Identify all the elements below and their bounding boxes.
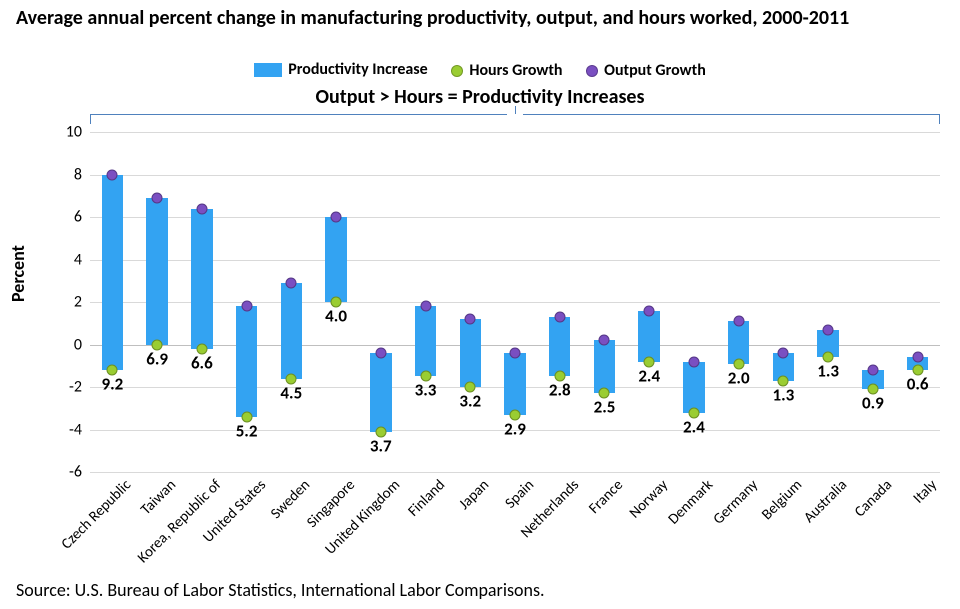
y-tick-label: 0 bbox=[42, 335, 82, 354]
productivity-value-label: 3.3 bbox=[415, 380, 437, 401]
brace-tick bbox=[515, 106, 516, 114]
output-marker bbox=[331, 212, 342, 223]
brace-segment bbox=[90, 114, 507, 115]
output-marker bbox=[688, 356, 699, 367]
productivity-bar bbox=[191, 209, 212, 349]
plot-area: -6-4-202468109.2Czech Republic6.9Taiwan6… bbox=[90, 132, 940, 472]
productivity-value-label: 3.2 bbox=[459, 391, 481, 412]
output-marker bbox=[465, 314, 476, 325]
x-tick-label: Belgium bbox=[754, 472, 806, 524]
x-tick-label: Canada bbox=[847, 472, 896, 521]
productivity-value-label: 6.6 bbox=[191, 352, 213, 373]
source-note: Source: U.S. Bureau of Labor Statistics,… bbox=[16, 579, 545, 601]
legend-label-output: Output Growth bbox=[604, 61, 706, 80]
productivity-bar bbox=[638, 311, 659, 362]
productivity-bar bbox=[102, 175, 123, 371]
productivity-value-label: 2.9 bbox=[504, 418, 526, 439]
legend-label-productivity: Productivity Increase bbox=[288, 60, 428, 79]
output-marker bbox=[286, 277, 297, 288]
x-tick-label: Finland bbox=[400, 472, 449, 521]
productivity-bar bbox=[146, 198, 167, 345]
y-tick-label: -6 bbox=[42, 463, 82, 482]
chart-title: Average annual percent change in manufac… bbox=[16, 6, 916, 31]
y-axis-title: Percent bbox=[7, 245, 29, 302]
output-marker bbox=[241, 301, 252, 312]
productivity-value-label: 0.6 bbox=[907, 374, 929, 395]
x-tick-label: Australia bbox=[796, 472, 851, 527]
brace-tick bbox=[90, 114, 91, 124]
grid-line bbox=[90, 217, 940, 218]
legend: Productivity Increase Hours Growth Outpu… bbox=[0, 60, 960, 82]
grid-line bbox=[90, 302, 940, 303]
output-marker bbox=[375, 348, 386, 359]
output-marker bbox=[196, 203, 207, 214]
output-marker bbox=[554, 311, 565, 322]
productivity-value-label: 1.3 bbox=[817, 361, 839, 382]
productivity-value-label: 2.0 bbox=[728, 367, 750, 388]
legend-swatch-hours bbox=[451, 65, 463, 77]
legend-swatch-bar bbox=[254, 63, 282, 77]
output-marker bbox=[867, 365, 878, 376]
y-tick-label: 4 bbox=[42, 250, 82, 269]
output-marker bbox=[107, 169, 118, 180]
output-marker bbox=[510, 348, 521, 359]
productivity-value-label: 6.9 bbox=[146, 348, 168, 369]
y-tick-label: 6 bbox=[42, 208, 82, 227]
grid-line bbox=[90, 345, 940, 346]
productivity-bar bbox=[370, 353, 391, 432]
legend-item-hours: Hours Growth bbox=[451, 61, 562, 80]
x-tick-label: Germany bbox=[705, 472, 761, 528]
y-tick-label: 10 bbox=[42, 123, 82, 142]
grid-line bbox=[90, 472, 940, 473]
brace-segment bbox=[523, 114, 940, 115]
output-marker bbox=[733, 316, 744, 327]
productivity-bar bbox=[415, 306, 436, 376]
productivity-bar bbox=[460, 319, 481, 387]
productivity-value-label: 2.4 bbox=[683, 416, 705, 437]
productivity-value-label: 4.5 bbox=[280, 382, 302, 403]
productivity-value-label: 1.3 bbox=[773, 384, 795, 405]
y-tick-label: -2 bbox=[42, 378, 82, 397]
y-tick-label: 2 bbox=[42, 293, 82, 312]
output-marker bbox=[912, 352, 923, 363]
productivity-value-label: 3.7 bbox=[370, 435, 392, 456]
y-tick-label: 8 bbox=[42, 165, 82, 184]
grid-line bbox=[90, 132, 940, 133]
x-tick-label: Denmark bbox=[660, 472, 716, 528]
productivity-value-label: 2.8 bbox=[549, 380, 571, 401]
productivity-bar bbox=[236, 306, 257, 417]
output-marker bbox=[599, 335, 610, 346]
legend-swatch-output bbox=[586, 65, 598, 77]
x-tick-label: Japan bbox=[452, 472, 494, 514]
x-tick-label: France bbox=[582, 472, 628, 518]
brace-tick bbox=[939, 114, 940, 124]
output-marker bbox=[420, 301, 431, 312]
productivity-bar bbox=[683, 362, 704, 413]
productivity-value-label: 9.2 bbox=[101, 374, 123, 395]
chart-subtitle: Output > Hours = Productivity Increases bbox=[0, 85, 960, 109]
legend-label-hours: Hours Growth bbox=[469, 61, 562, 80]
productivity-bar bbox=[281, 283, 302, 379]
output-marker bbox=[823, 324, 834, 335]
productivity-bar bbox=[504, 353, 525, 415]
grid-line bbox=[90, 260, 940, 261]
legend-item-output: Output Growth bbox=[586, 61, 706, 80]
output-marker bbox=[152, 192, 163, 203]
x-tick-label: Czech Republic bbox=[54, 472, 135, 553]
x-tick-label: Italy bbox=[905, 472, 940, 507]
productivity-bar bbox=[325, 217, 346, 302]
grid-line bbox=[90, 175, 940, 176]
productivity-value-label: 5.2 bbox=[236, 420, 258, 441]
legend-item-productivity: Productivity Increase bbox=[254, 60, 428, 79]
productivity-value-label: 2.5 bbox=[594, 397, 616, 418]
productivity-bar bbox=[594, 340, 615, 393]
output-marker bbox=[778, 348, 789, 359]
productivity-bar bbox=[549, 317, 570, 377]
productivity-value-label: 0.9 bbox=[862, 393, 884, 414]
output-marker bbox=[644, 305, 655, 316]
y-tick-label: -4 bbox=[42, 420, 82, 439]
productivity-value-label: 2.4 bbox=[638, 365, 660, 386]
productivity-value-label: 4.0 bbox=[325, 306, 347, 327]
